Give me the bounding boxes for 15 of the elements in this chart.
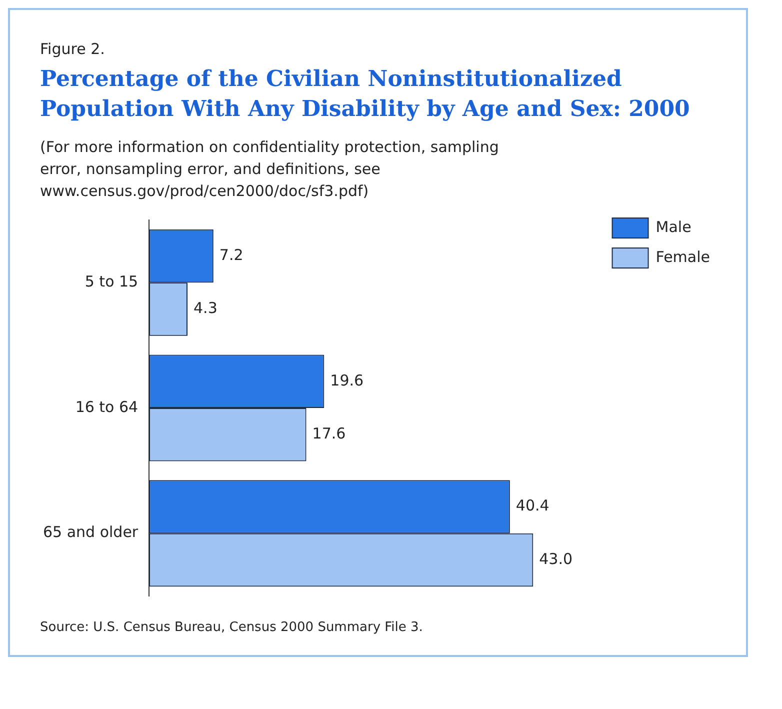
data-label: 40.4 [516, 496, 550, 515]
y-tick-label: 65 and older [42, 523, 139, 542]
chart-subtitle: (For more information on confidentiality protection, sampling error, nonsampling error, and definitions, see www.census.gov/prod/cen2000/doc/sf3.pdf) [40, 137, 500, 202]
data-label: 43.0 [539, 550, 573, 568]
data-label: 19.6 [330, 371, 364, 390]
y-tick-label: 16 to 64 [75, 398, 138, 416]
legend-label: Female [656, 248, 710, 266]
data-label: 17.6 [312, 424, 346, 443]
source-note: Source: U.S. Census Bureau, Census 2000 Summary File 3. [40, 620, 424, 635]
caption: Figure 2. [40, 40, 106, 58]
legend-label: Male [656, 218, 692, 236]
chart-title: Percentage of the Civilian Noninstitutionalized Population With Any Disability by Age and Sex: 2000 [40, 65, 691, 124]
data-label: 4.3 [194, 299, 218, 318]
y-tick-label: 5 to 15 [84, 272, 138, 291]
data-label: 7.2 [219, 246, 244, 264]
